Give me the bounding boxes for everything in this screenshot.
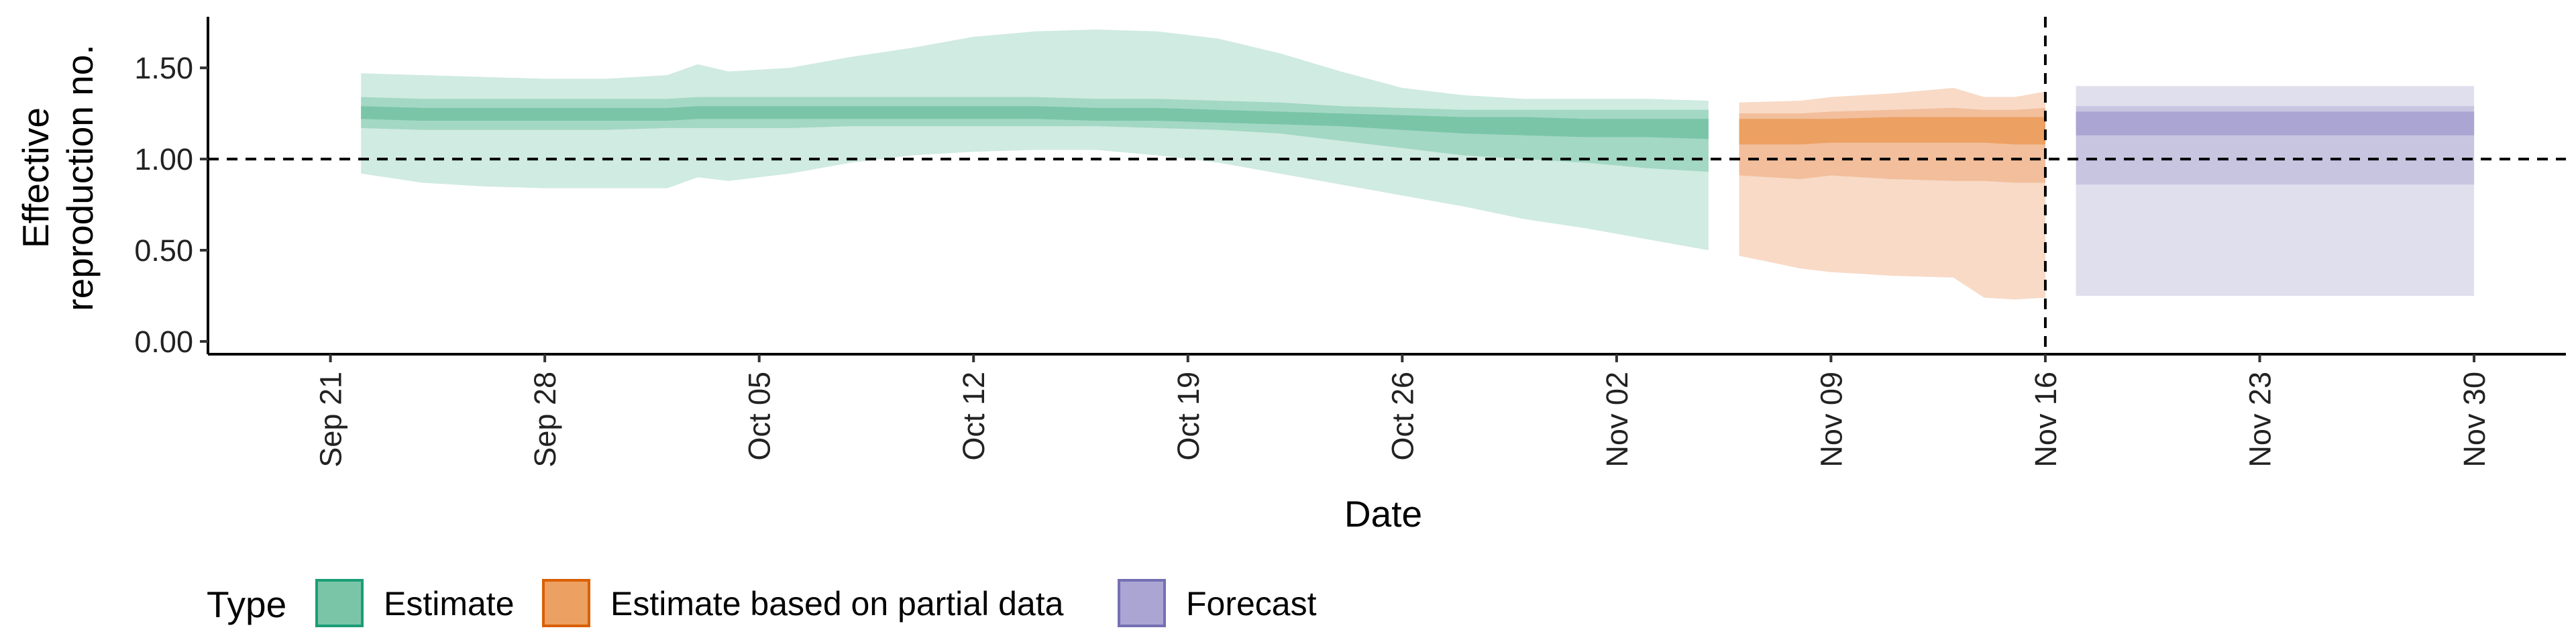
y-tick-label: 0.00 xyxy=(134,325,193,359)
x-tick-label: Nov 23 xyxy=(2243,372,2277,468)
y-axis-ticks: 0.00 0.50 1.00 1.50 xyxy=(134,51,208,359)
band-estimate-inner xyxy=(361,106,1709,140)
x-tick-label: Sep 28 xyxy=(528,372,562,468)
x-axis-ticks: Sep 21 Sep 28 Oct 05 Oct 12 Oct 19 Oct 26 Nov … xyxy=(314,354,2491,468)
x-tick-label: Nov 09 xyxy=(1814,372,1848,468)
band-estimate-based-on-partial-data-inner xyxy=(1739,117,2045,145)
band-forecast-inner xyxy=(2076,111,2475,136)
legend: Type Estimate Estimate based on partial … xyxy=(207,579,1317,627)
y-axis-title-line-2: reproduction no. xyxy=(59,44,101,311)
x-tick-label: Sep 21 xyxy=(314,372,348,468)
series-estimate-based-on-partial-data xyxy=(1739,88,2045,300)
legend-title: Type xyxy=(207,584,286,625)
band-layer xyxy=(361,30,2475,300)
x-axis-title: Date xyxy=(1344,493,1422,535)
y-axis-title: Effective reproduction no. xyxy=(15,44,101,311)
legend-label-estimate-partial: Estimate based on partial data xyxy=(610,585,1064,623)
y-tick-label: 1.50 xyxy=(134,51,193,85)
y-axis-title-line-1: Effective xyxy=(15,107,56,248)
x-tick-label: Nov 16 xyxy=(2029,372,2063,468)
axes: 0.00 0.50 1.00 1.50 Sep 21 Sep 28 Oct 05 Oct 1… xyxy=(134,17,2566,468)
x-tick-label: Nov 02 xyxy=(1600,372,1634,468)
series-estimate xyxy=(361,30,1709,250)
y-tick-label: 1.00 xyxy=(134,142,193,176)
legend-key-estimate xyxy=(315,579,364,627)
x-tick-label: Oct 05 xyxy=(743,372,777,461)
series-forecast xyxy=(2076,86,2475,297)
x-tick-label: Nov 30 xyxy=(2457,372,2491,468)
legend-key-estimate-partial xyxy=(542,579,590,627)
legend-key-forecast xyxy=(1118,579,1166,627)
legend-label-estimate: Estimate xyxy=(384,585,515,623)
x-tick-label: Oct 12 xyxy=(957,372,991,461)
y-tick-label: 0.50 xyxy=(134,233,193,268)
band-estimate-outer xyxy=(361,30,1709,250)
legend-label-forecast: Forecast xyxy=(1186,585,1317,623)
x-tick-label: Oct 19 xyxy=(1171,372,1205,461)
x-tick-label: Oct 26 xyxy=(1385,372,1419,461)
